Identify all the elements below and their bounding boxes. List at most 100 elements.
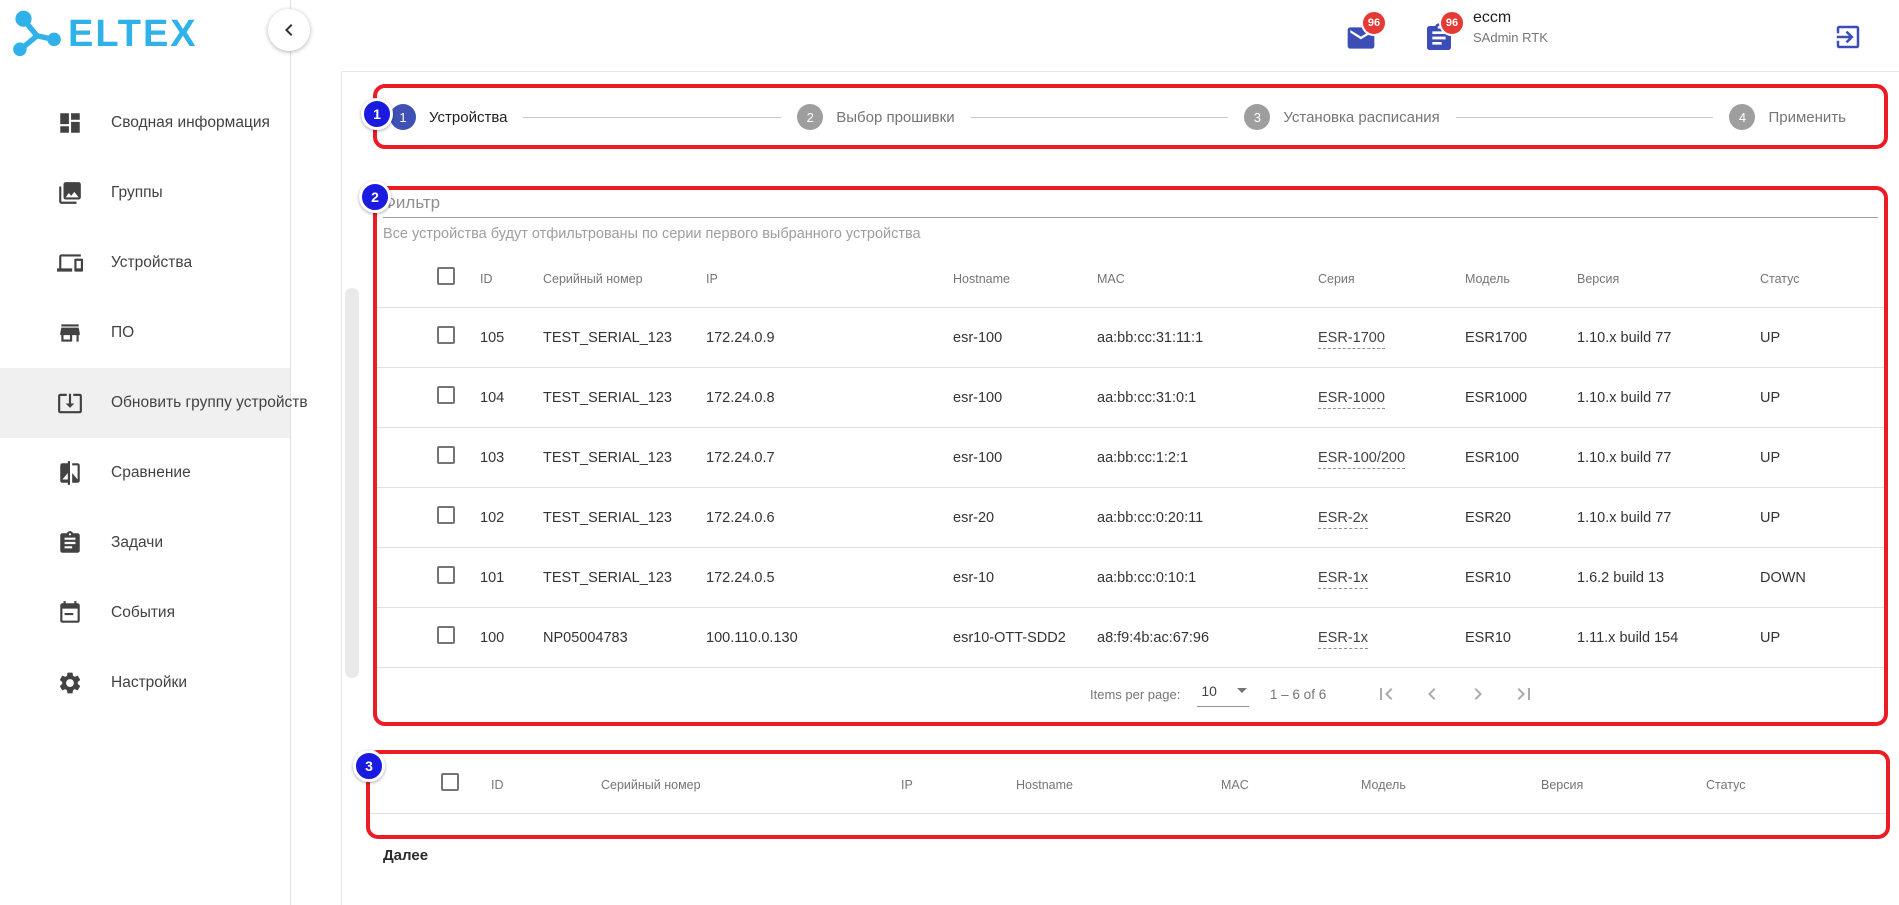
sidebar-item-compare[interactable]: Сравнение	[0, 438, 290, 508]
eltex-molecule-icon	[13, 10, 61, 57]
next-page-icon[interactable]	[1466, 682, 1490, 706]
logo-text: ELTEX	[68, 12, 198, 55]
cell-id: 105	[480, 329, 505, 346]
column-header-version: Версия	[1541, 777, 1584, 792]
sidebar-item-events[interactable]: События	[0, 578, 290, 648]
series-link[interactable]: ESR-100/200	[1318, 449, 1406, 469]
mail-notifications-button[interactable]: 96	[1345, 10, 1387, 56]
sidebar-item-label: Задачи	[111, 534, 164, 551]
cell-hostname: esr-20	[953, 509, 995, 526]
row-checkbox[interactable]	[437, 446, 455, 464]
step-firmware[interactable]: 2 Выбор прошивки	[797, 104, 955, 130]
sidebar: ELTEX Сводная информация Группы Устройст…	[0, 0, 308, 905]
content-divider	[342, 71, 1899, 72]
sidebar-collapse-button[interactable]	[268, 9, 310, 51]
items-per-page-select[interactable]: 10	[1197, 681, 1249, 707]
filter-section-title: Фильтр	[383, 193, 441, 212]
sidebar-item-update-group[interactable]: Обновить группу устройств	[0, 368, 308, 438]
step-number: 3	[1244, 104, 1271, 130]
step-devices[interactable]: 1 Устройства	[390, 104, 507, 130]
sidebar-item-label: Сводная информация	[111, 114, 270, 131]
select-all-checkbox[interactable]	[437, 267, 455, 285]
system-update-icon	[58, 393, 82, 414]
cell-model: ESR100	[1465, 449, 1520, 466]
step-connector	[523, 116, 782, 118]
previous-page-icon[interactable]	[1420, 682, 1444, 706]
devices-table-body: 105 TEST_SERIAL_123 172.24.0.9 esr-100 a…	[377, 308, 1884, 668]
next-step-button[interactable]: Далее	[383, 847, 429, 864]
cell-status: UP	[1760, 629, 1781, 646]
annotation-badge-2: 2	[359, 181, 391, 213]
column-header-model: Модель	[1361, 777, 1406, 792]
items-per-page-value: 10	[1201, 683, 1217, 699]
cell-hostname: esr-10	[953, 569, 995, 586]
step-number: 4	[1729, 104, 1756, 130]
cell-status: UP	[1760, 389, 1781, 406]
chevron-down-icon	[1236, 688, 1247, 693]
cell-ip: 172.24.0.7	[706, 449, 775, 466]
cell-version: 1.10.x build 77	[1577, 389, 1672, 406]
cell-ip: 172.24.0.8	[706, 389, 775, 406]
row-checkbox[interactable]	[437, 326, 455, 344]
column-header-ip: IP	[706, 271, 718, 286]
column-header-hostname: Hostname	[953, 271, 1010, 286]
annotation-badge-3: 3	[353, 750, 385, 782]
cell-version: 1.10.x build 77	[1577, 329, 1672, 346]
task-notifications-button[interactable]: 96	[1423, 10, 1465, 56]
scrollbar-track	[341, 71, 342, 905]
step-label: Выбор прошивки	[836, 108, 955, 126]
cell-status: UP	[1760, 329, 1781, 346]
table-row: 103 TEST_SERIAL_123 172.24.0.7 esr-100 a…	[377, 428, 1884, 488]
step-apply[interactable]: 4 Применить	[1729, 104, 1846, 130]
series-link[interactable]: ESR-1x	[1318, 569, 1368, 589]
last-page-icon[interactable]	[1512, 682, 1536, 706]
cell-model: ESR10	[1465, 629, 1511, 646]
cell-status: UP	[1760, 509, 1781, 526]
tasks-badge: 96	[1439, 10, 1465, 36]
selected-table-header: ID Серийный номер IP Hostname MAC Модель…	[370, 756, 1886, 814]
cell-id: 101	[480, 569, 505, 586]
sidebar-item-devices[interactable]: Устройства	[0, 228, 290, 298]
select-all-checkbox[interactable]	[441, 773, 459, 791]
table-row: 104 TEST_SERIAL_123 172.24.0.8 esr-100 a…	[377, 368, 1884, 428]
cell-model: ESR20	[1465, 509, 1511, 526]
cell-model: ESR1700	[1465, 329, 1528, 346]
cell-ip: 100.110.0.130	[706, 629, 798, 646]
store-icon	[60, 324, 80, 342]
column-header-mac: MAC	[1097, 271, 1125, 286]
cell-id: 100	[480, 629, 505, 646]
series-link[interactable]: ESR-2x	[1318, 509, 1368, 529]
sidebar-item-groups[interactable]: Группы	[0, 158, 290, 228]
sidebar-item-label: Устройства	[111, 254, 193, 271]
compare-icon	[60, 461, 80, 485]
first-page-icon[interactable]	[1374, 682, 1398, 706]
paginator-nav	[1363, 682, 1547, 706]
logout-button[interactable]	[1833, 22, 1863, 57]
row-checkbox[interactable]	[437, 506, 455, 524]
series-link[interactable]: ESR-1700	[1318, 329, 1385, 349]
step-schedule[interactable]: 3 Установка расписания	[1244, 104, 1440, 130]
sidebar-item-label: Обновить группу устройств	[111, 394, 308, 411]
sidebar-item-tasks[interactable]: Задачи	[0, 508, 290, 578]
scrollbar-thumb[interactable]	[345, 288, 359, 678]
series-link[interactable]: ESR-1x	[1318, 629, 1368, 649]
row-checkbox[interactable]	[437, 566, 455, 584]
column-header-serial: Серийный номер	[543, 271, 643, 286]
annotation-box-3: ID Серийный номер IP Hostname MAC Модель…	[366, 750, 1890, 839]
cell-version: 1.10.x build 77	[1577, 509, 1672, 526]
user-menu[interactable]: eccm SAdmin RTK	[1473, 9, 1548, 45]
cell-hostname: esr-100	[953, 449, 1003, 466]
column-header-version: Версия	[1577, 271, 1620, 286]
account-name: eccm	[1473, 9, 1512, 26]
step-connector	[1455, 116, 1714, 118]
series-link[interactable]: ESR-1000	[1318, 389, 1385, 409]
row-checkbox[interactable]	[437, 626, 455, 644]
sidebar-item-software[interactable]: ПО	[0, 298, 290, 368]
row-checkbox[interactable]	[437, 386, 455, 404]
cell-serial: TEST_SERIAL_123	[543, 569, 672, 586]
sidebar-item-settings[interactable]: Настройки	[0, 648, 290, 718]
cell-hostname: esr10-OTT-SDD2	[953, 629, 1066, 646]
cell-serial: NP05004783	[543, 629, 628, 646]
sidebar-item-summary[interactable]: Сводная информация	[0, 88, 290, 158]
cell-mac: aa:bb:cc:31:0:1	[1097, 389, 1197, 406]
